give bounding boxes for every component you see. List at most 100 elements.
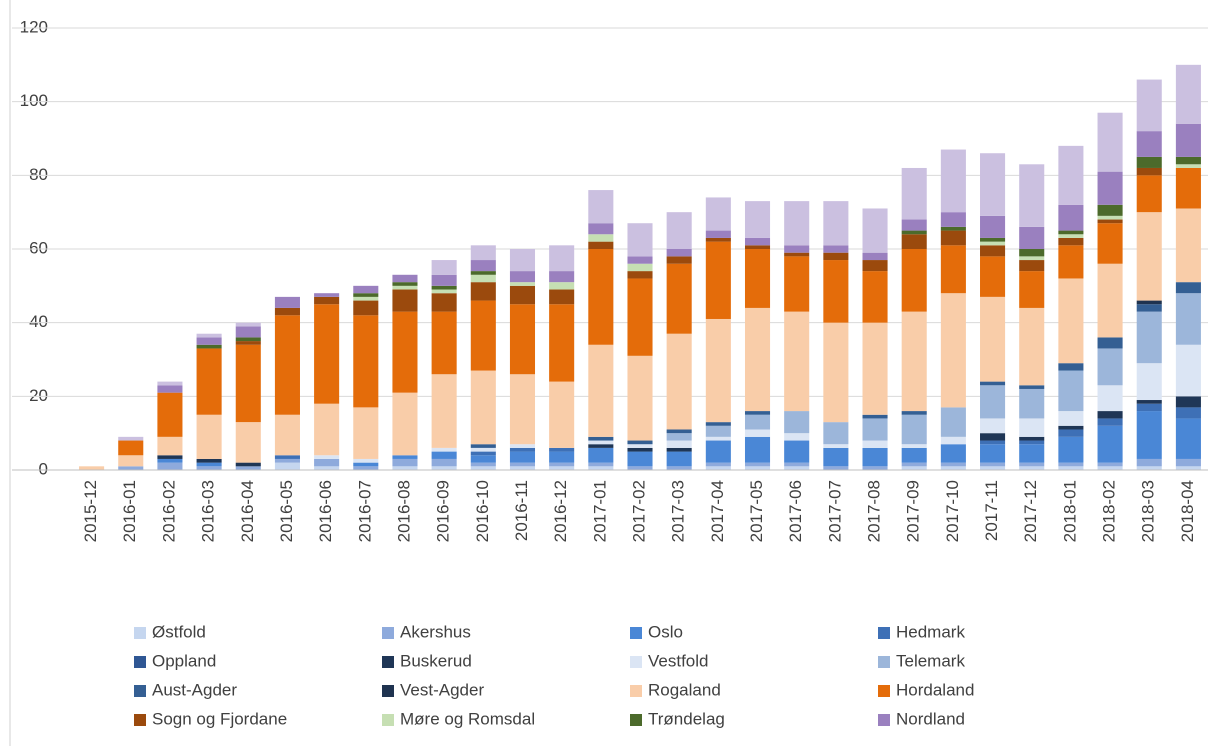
bar-segment (470, 451, 496, 456)
bar-segment (431, 285, 457, 290)
legend-label: Hordaland (896, 680, 974, 699)
bar-segment (940, 293, 966, 408)
bar-segment (862, 414, 888, 419)
bar-segment (157, 455, 183, 459)
bar-segment (862, 260, 888, 272)
bar-segment (196, 458, 222, 463)
bar-segment (705, 318, 731, 423)
legend-label: Oppland (152, 651, 216, 670)
bar-segment (1136, 300, 1162, 305)
bar-segment (1136, 400, 1162, 404)
bar-segment (705, 230, 731, 238)
legend-swatch (382, 627, 394, 639)
bar-segment (862, 466, 888, 470)
bar-segment (470, 455, 496, 463)
bar-segment (1019, 418, 1045, 437)
bar-segment (666, 466, 692, 470)
bar-segment (118, 436, 144, 441)
bar-segment (392, 392, 418, 456)
bar-segment (1175, 123, 1201, 157)
bar-segment (705, 425, 731, 437)
bar-segment (1058, 425, 1084, 430)
bar-segment (1136, 167, 1162, 176)
bar-segment (157, 462, 183, 470)
legend-label: Trøndelag (648, 709, 725, 728)
bar-segment (392, 282, 418, 286)
bar-segment (1019, 249, 1045, 257)
bar-segment (980, 381, 1006, 386)
bar-segment (705, 436, 731, 441)
bar-segment (862, 447, 888, 467)
bar-segment (274, 414, 300, 456)
bar-segment (980, 256, 1006, 297)
x-tick-label: 2016-07 (355, 480, 374, 542)
x-tick-label: 2016-05 (277, 480, 296, 542)
bar-segment (274, 462, 300, 470)
bar-segment (588, 234, 614, 242)
bar-segment (1019, 385, 1045, 389)
bar-segment (549, 466, 575, 470)
bar-segment (431, 293, 457, 312)
bar-segment (627, 263, 653, 272)
bar-segment (705, 197, 731, 231)
bar-segment (1097, 263, 1123, 338)
bar-segment (509, 304, 536, 375)
x-tick-label: 2016-06 (316, 480, 335, 542)
bar-segment (353, 458, 379, 463)
x-tick-label: 2017-11 (982, 480, 1001, 541)
bar-segment (196, 337, 222, 345)
bar-segment (1175, 458, 1201, 467)
bar-segment (549, 381, 575, 448)
bar-segment (470, 274, 496, 283)
bar-segment (235, 344, 261, 423)
bar-segment (1097, 385, 1123, 412)
y-tick-label: 40 (29, 312, 48, 331)
bar-segment (1019, 388, 1045, 419)
legend-label: Oslo (648, 622, 683, 641)
bar-segment (1019, 466, 1045, 470)
legend-swatch (630, 627, 642, 639)
bar-segment (196, 333, 222, 338)
x-tick-label: 2016-02 (159, 480, 178, 542)
bar-segment (901, 219, 927, 231)
bar-segment (235, 326, 261, 338)
bar-segment (823, 447, 849, 467)
bar-segment (980, 440, 1006, 445)
bar-segment (1058, 411, 1084, 426)
bar-segment (470, 447, 496, 452)
bar-segment (196, 462, 222, 467)
bar-segment (1058, 245, 1084, 279)
bar-segment (392, 455, 418, 459)
x-tick-label: 2017-06 (786, 480, 805, 542)
bar-segment (1097, 462, 1123, 467)
bar-segment (744, 249, 771, 308)
bar-segment (235, 322, 261, 327)
bar-segment (1019, 260, 1045, 272)
bar-segment (1097, 418, 1123, 426)
bar-segment (823, 322, 849, 423)
bar-segment (862, 440, 888, 448)
bar-segment (666, 263, 692, 334)
legend-swatch (134, 656, 146, 668)
bar-segment (980, 296, 1006, 382)
bar-segment (940, 407, 966, 437)
legend-swatch (382, 685, 394, 697)
bar-segment (627, 271, 653, 279)
bar-segment (980, 385, 1006, 419)
bar-segment (509, 271, 536, 283)
bar-segment (744, 429, 771, 437)
bar-segment (823, 245, 849, 253)
bar-segment (940, 212, 966, 227)
bar-segment (1175, 282, 1201, 294)
bar-segment (549, 447, 575, 452)
bar-segment (901, 414, 927, 445)
x-tick-label: 2018-04 (1178, 480, 1197, 542)
bar-segment (118, 455, 144, 467)
legend-label: Buskerud (400, 651, 472, 670)
bar-segment (627, 256, 653, 264)
bar-segment (196, 344, 222, 349)
bar-segment (196, 466, 222, 470)
x-tick-label: 2017-08 (865, 480, 884, 542)
bar-segment (1175, 208, 1201, 283)
